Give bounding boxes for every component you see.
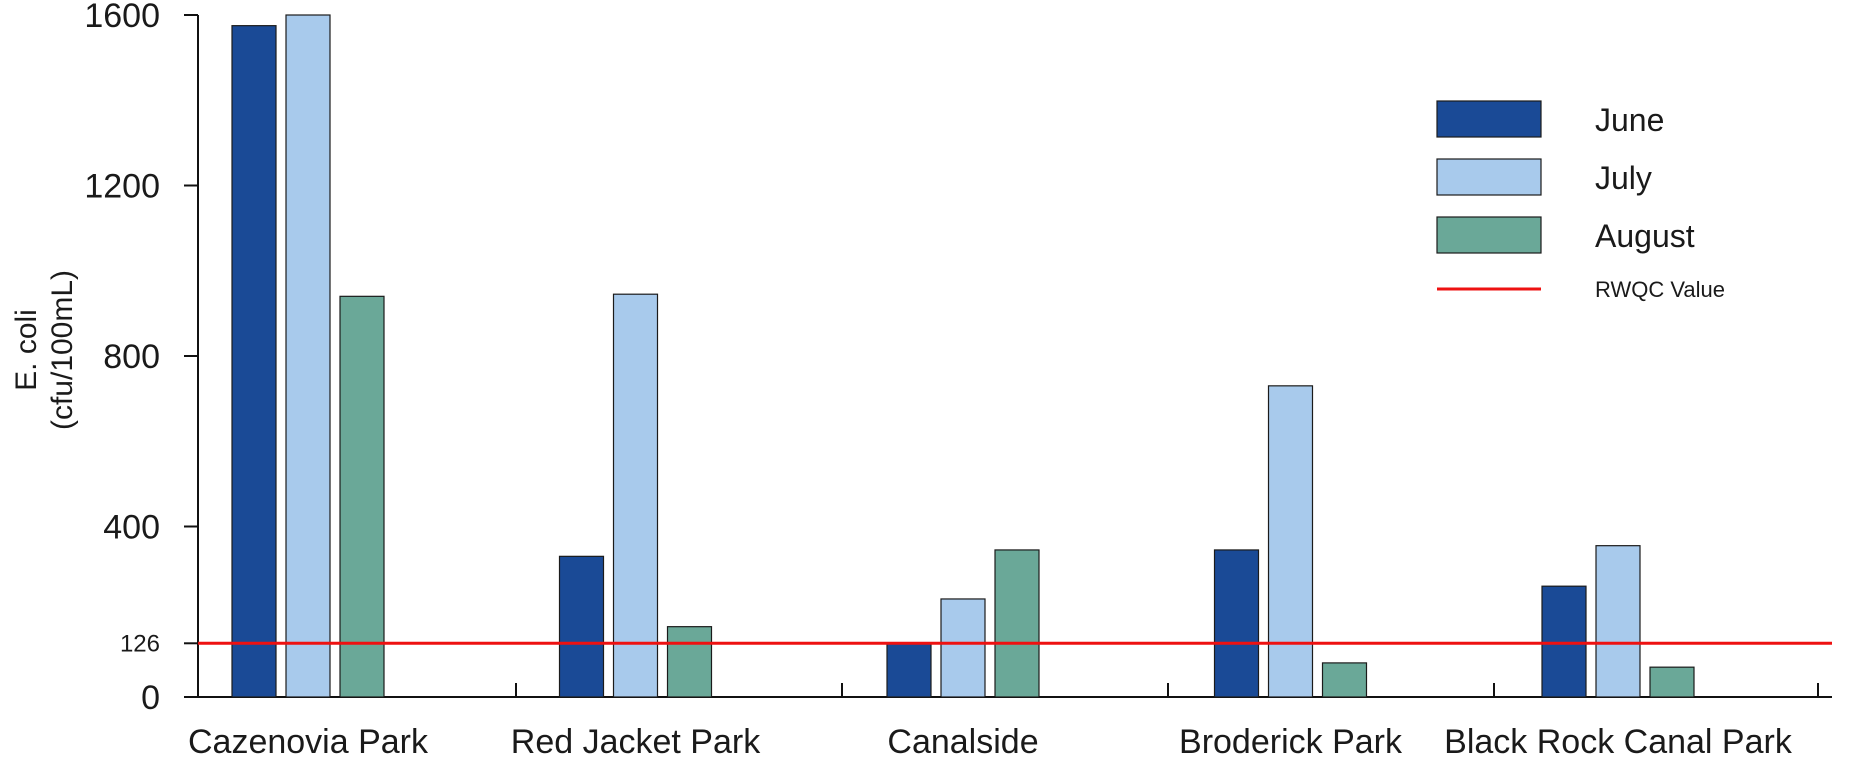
- bar-june: [886, 643, 932, 698]
- y-tick-label: 1600: [84, 0, 160, 35]
- x-category-label: Red Jacket Park: [511, 723, 761, 761]
- y-tick-label: 400: [103, 509, 160, 547]
- x-category-label: Black Rock Canal Park: [1444, 723, 1793, 761]
- y-tick-label: 800: [103, 338, 160, 376]
- bar-july: [1595, 545, 1641, 698]
- x-category-label: Broderick Park: [1179, 723, 1403, 761]
- legend-label: RWQC Value: [1595, 277, 1725, 302]
- bars: [231, 14, 1695, 698]
- y-tick-label: 1200: [84, 168, 160, 206]
- bar-july: [285, 14, 331, 698]
- legend-swatch: [1436, 158, 1542, 196]
- bar-august: [994, 549, 1040, 698]
- bar-july: [940, 598, 986, 698]
- y-axis-title: E. coli (cfu/100mL): [10, 270, 79, 430]
- x-category-label: Cazenovia Park: [188, 723, 429, 761]
- bar-august: [666, 626, 713, 698]
- y-axis-title-line-2: (cfu/100mL): [46, 270, 79, 430]
- x-category-label: Canalside: [887, 723, 1038, 761]
- legend: June July August RWQC Value: [1436, 100, 1725, 302]
- bar-august: [339, 295, 385, 698]
- y-tick-label: 126: [120, 630, 160, 657]
- bar-june: [1213, 549, 1260, 698]
- legend-swatch: [1436, 100, 1542, 138]
- legend-swatch: [1436, 216, 1542, 254]
- bar-june: [1541, 585, 1587, 698]
- y-axis-title-line-1: E. coli: [10, 309, 43, 391]
- bar-august: [1321, 662, 1368, 698]
- bar-august: [1649, 666, 1695, 698]
- bar-june: [558, 555, 605, 698]
- bar-july: [1267, 385, 1314, 698]
- legend-label: June: [1595, 102, 1664, 138]
- y-tick-label: 0: [141, 679, 160, 717]
- bar-june: [231, 25, 277, 698]
- bar-july: [612, 293, 659, 698]
- y-axis: 0 126 400 800 1200 1600: [84, 0, 199, 717]
- legend-label: July: [1595, 160, 1652, 196]
- legend-label: August: [1595, 218, 1695, 254]
- x-axis: Cazenovia Park Red Jacket Park Canalside Br…: [188, 683, 1832, 761]
